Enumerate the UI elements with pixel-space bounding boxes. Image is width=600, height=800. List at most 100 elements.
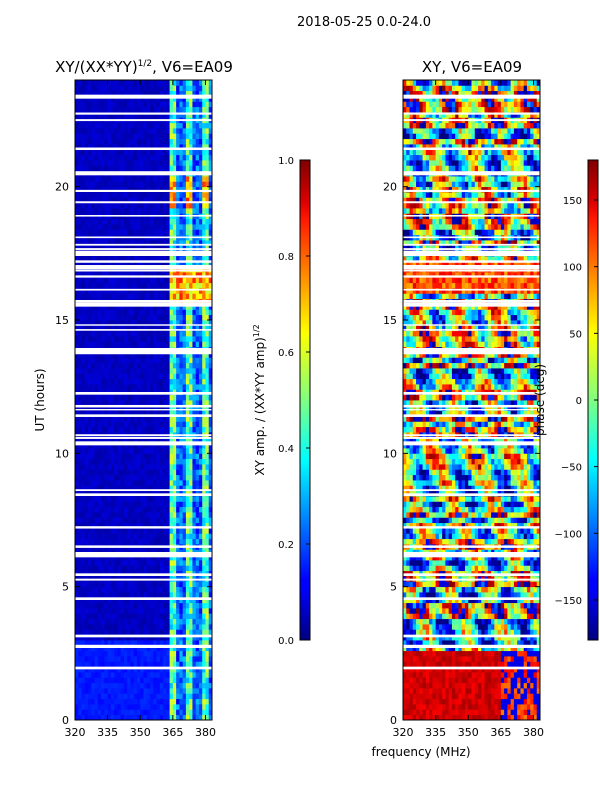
heatmap-cell: [156, 634, 161, 641]
heatmap-cell: [153, 709, 157, 716]
heatmap-cell: [198, 560, 203, 566]
heatmap-cell: [107, 400, 112, 406]
heatmap-cell: [179, 101, 184, 108]
heatmap-cell: [97, 437, 102, 444]
heatmap-cell: [208, 645, 213, 652]
heatmap-cell: [123, 202, 128, 209]
heatmap-cell: [140, 197, 144, 204]
heatmap-cell: [179, 325, 184, 332]
heatmap-cell: [156, 618, 161, 625]
heatmap-cell: [133, 197, 138, 204]
heatmap-cell: [202, 533, 206, 540]
heatmap-cell: [136, 538, 141, 545]
heatmap-cell: [120, 90, 125, 97]
heatmap-cell: [133, 405, 138, 412]
heatmap-cell: [172, 522, 177, 529]
heatmap-cell: [146, 266, 151, 273]
heatmap-cell: [185, 581, 190, 588]
heatmap-cell: [117, 304, 122, 310]
heatmap-cell: [156, 405, 161, 412]
heatmap-cell: [127, 240, 131, 246]
heatmap-cell: [176, 517, 180, 524]
heatmap-cell: [127, 416, 131, 422]
heatmap-cell: [136, 682, 141, 689]
heatmap-cell: [205, 480, 210, 486]
heatmap-cell: [146, 682, 151, 689]
heatmap-cell: [130, 112, 135, 118]
heatmap-cell: [84, 400, 89, 406]
heatmap-cell: [78, 640, 82, 646]
heatmap-cell: [94, 309, 99, 316]
heatmap-cell: [101, 330, 105, 337]
heatmap-cell: [150, 672, 154, 678]
heatmap-cell: [127, 165, 131, 172]
heatmap-cell: [140, 144, 144, 150]
heatmap-cell: [110, 181, 115, 188]
heatmap-cell: [179, 618, 184, 625]
heatmap-cell: [114, 608, 118, 614]
heatmap-cell: [114, 437, 118, 444]
heatmap-cell: [133, 240, 138, 246]
heatmap-cell: [136, 138, 141, 145]
heatmap-cell: [117, 426, 122, 433]
heatmap-cell: [182, 144, 187, 150]
heatmap-cell: [198, 394, 203, 401]
heatmap-cell: [208, 421, 213, 428]
heatmap-cell: [166, 469, 170, 476]
heatmap-cell: [136, 106, 141, 113]
heatmap-cell: [75, 186, 79, 193]
heatmap-cell: [172, 373, 177, 380]
heatmap-cell: [143, 373, 148, 380]
heatmap-cell: [114, 384, 118, 390]
heatmap-cell: [114, 309, 118, 316]
heatmap-cell: [179, 656, 184, 662]
heatmap-cell: [88, 309, 92, 316]
heatmap-cell: [91, 437, 95, 444]
heatmap-cell: [110, 496, 115, 502]
heatmap-cell: [202, 688, 206, 694]
heatmap-cell: [153, 597, 157, 604]
heatmap-cell: [75, 314, 79, 321]
heatmap-cell: [117, 325, 122, 332]
heatmap-cell: [101, 106, 105, 113]
heatmap-cell: [117, 458, 122, 465]
heatmap-cell: [153, 154, 157, 161]
heatmap-cell: [136, 645, 141, 652]
heatmap-cell: [114, 474, 118, 481]
heatmap-cell: [150, 501, 154, 508]
heatmap-cell: [88, 101, 92, 108]
heatmap-cell: [189, 608, 193, 614]
heatmap-cell: [101, 538, 105, 545]
heatmap-cell: [101, 352, 105, 358]
heatmap-cell: [159, 149, 164, 156]
heatmap-cell: [185, 677, 190, 684]
heatmap-cell: [120, 293, 125, 300]
heatmap-cell: [202, 138, 206, 145]
heatmap-cell: [123, 181, 128, 188]
heatmap-cell: [127, 229, 131, 236]
heatmap-cell: [176, 416, 180, 422]
heatmap-cell: [153, 624, 157, 630]
heatmap-cell: [208, 208, 213, 214]
heatmap-cell: [110, 506, 115, 513]
heatmap-cell: [153, 421, 157, 428]
heatmap-cell: [163, 144, 167, 150]
heatmap-cell: [153, 405, 157, 412]
heatmap-cell: [166, 522, 170, 529]
heatmap-cell: [110, 96, 115, 102]
heatmap-cell: [88, 581, 92, 588]
heatmap-cell: [208, 293, 213, 300]
heatmap-cell: [133, 640, 138, 646]
heatmap-cell: [146, 128, 151, 134]
heatmap-cell: [205, 688, 210, 694]
heatmap-cell: [156, 538, 161, 545]
heatmap-cell: [130, 85, 135, 92]
heatmap-cell: [156, 501, 161, 508]
heatmap-cell: [156, 272, 161, 278]
heatmap-cell: [133, 528, 138, 534]
heatmap-cell: [198, 128, 203, 134]
heatmap-cell: [101, 592, 105, 598]
heatmap-cell: [81, 458, 86, 465]
heatmap-cell: [192, 629, 197, 636]
heatmap-cell: [117, 149, 122, 156]
